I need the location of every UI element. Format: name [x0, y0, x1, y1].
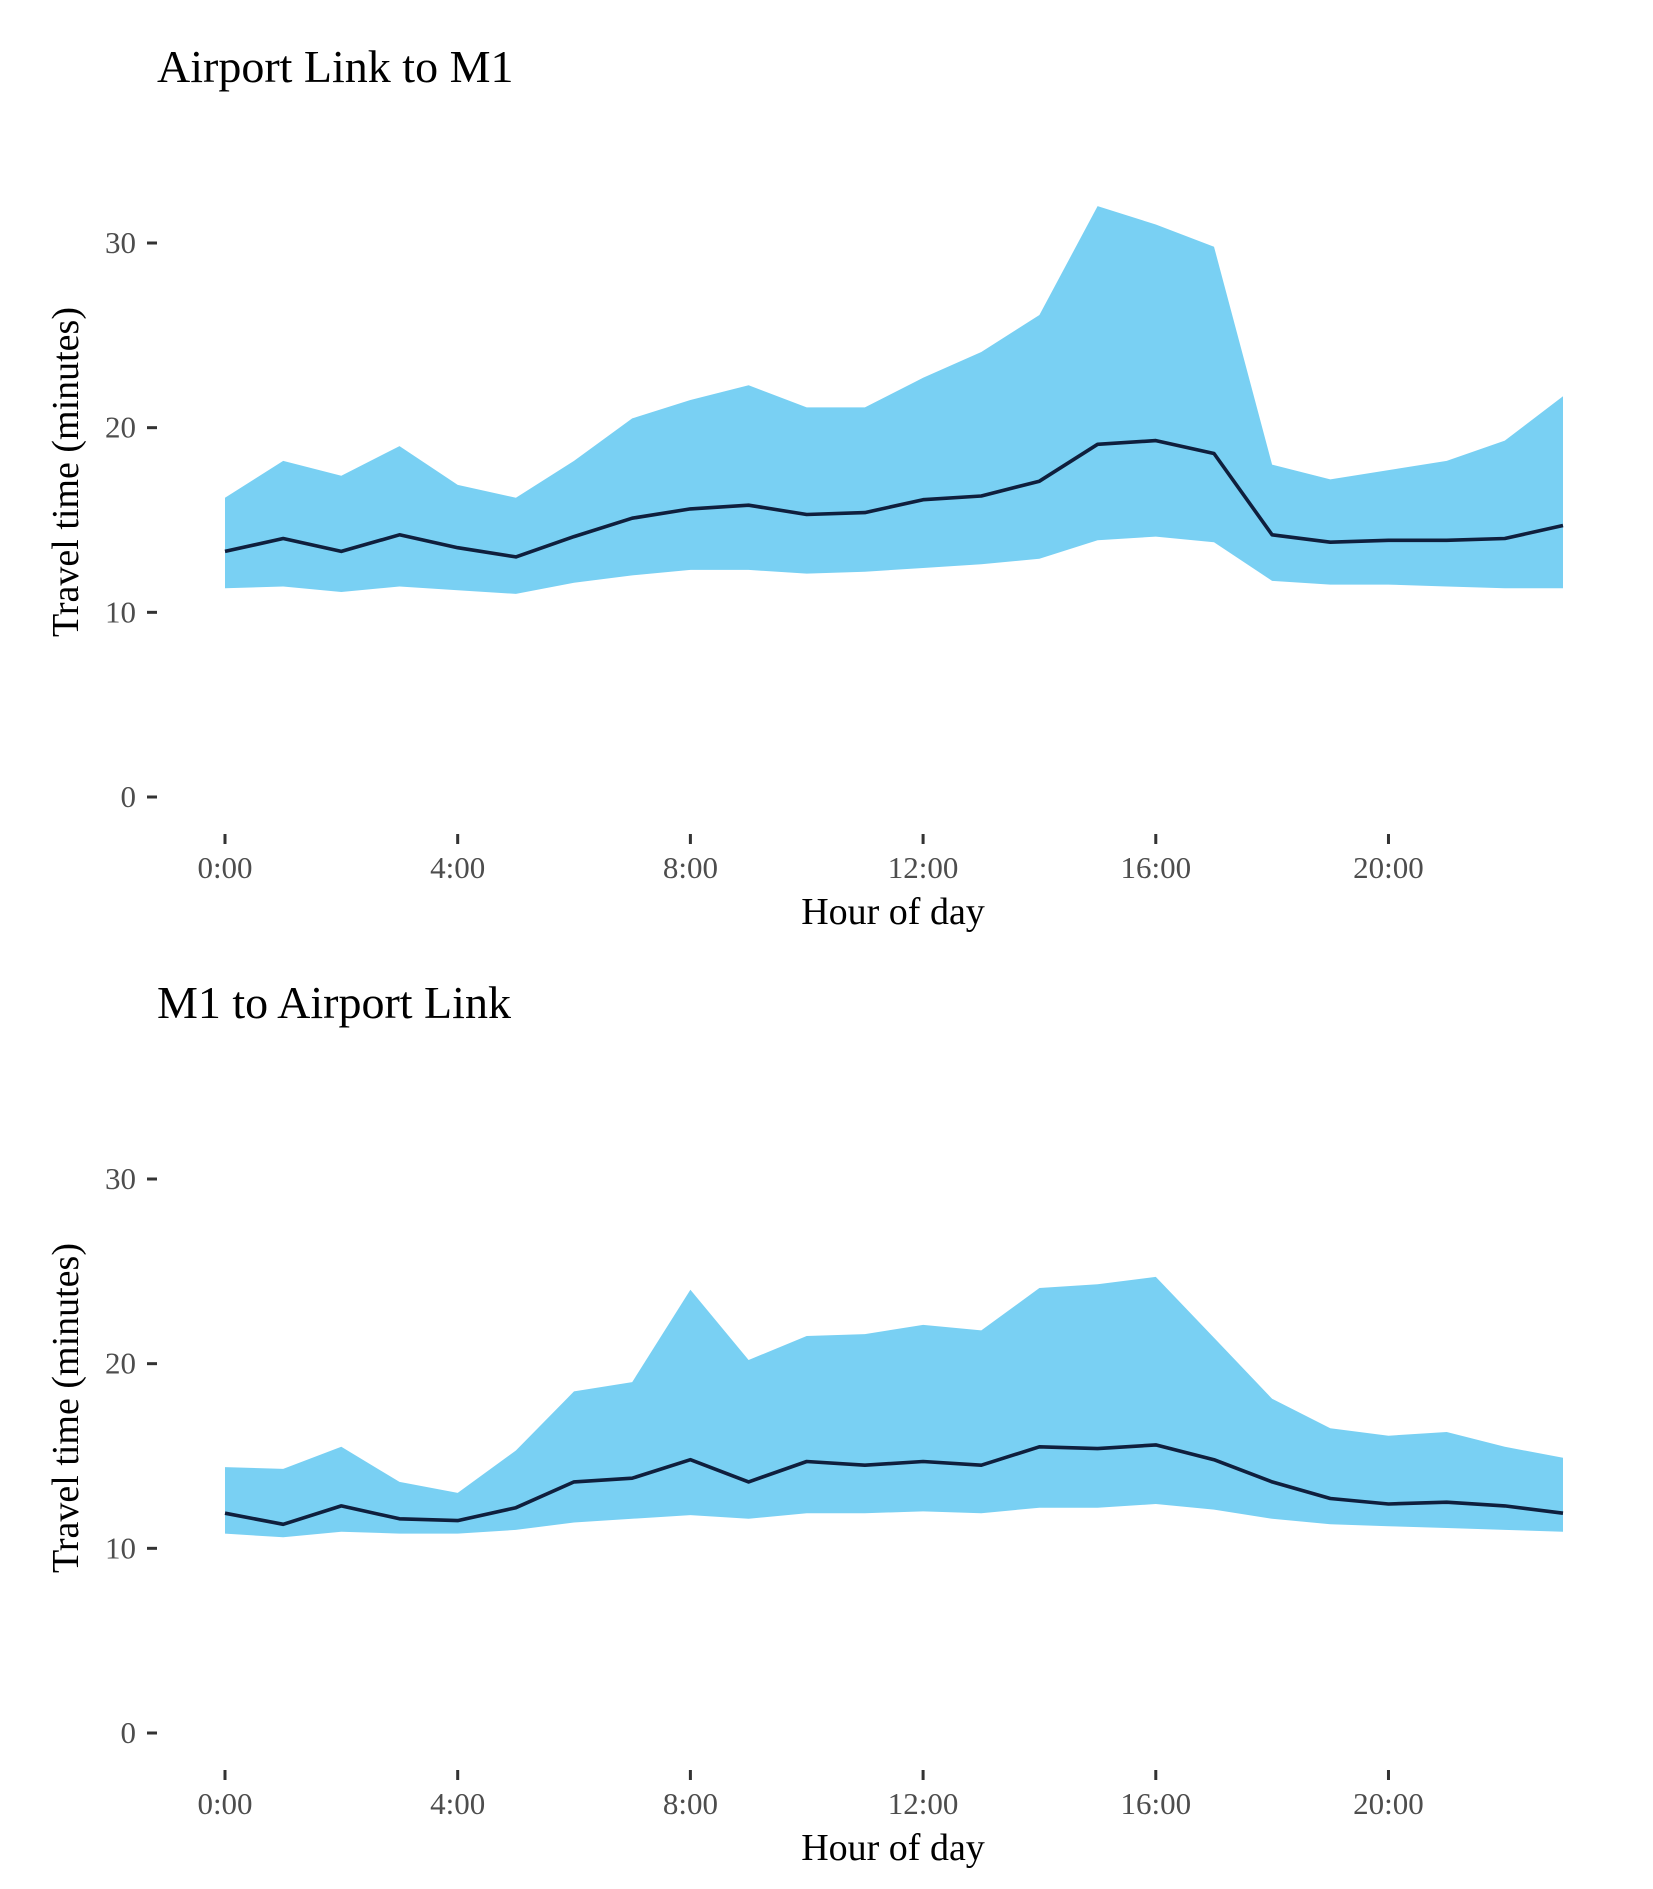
panel-1-ylabel: Travel time (minutes)	[45, 307, 87, 637]
panel-1: Airport Link to M1 Travel time (minutes)…	[45, 41, 1564, 933]
panel-2-x-tick-label-1: 4:00	[430, 1786, 485, 1821]
panel-1-xlabel: Hour of day	[801, 891, 985, 933]
panel-2-plot: 0 10 20 30 0:00 4:00 8:00 12:00 16:00 20:00	[105, 1161, 1564, 1821]
panel-2-xlabel: Hour of day	[801, 1827, 985, 1869]
panel-1-x-tick-label-0: 0:00	[197, 850, 252, 885]
panel-2-x-tick-label-4: 16:00	[1120, 1786, 1191, 1821]
panel-1-x-tick-label-2: 8:00	[663, 850, 718, 885]
panel-1-y-tick-label-10: 10	[105, 594, 136, 629]
panel-2-x-tick-label-3: 12:00	[888, 1786, 959, 1821]
panel-1-x-tick-label-4: 16:00	[1120, 850, 1191, 885]
panel-1-y-tick-label-30: 30	[105, 225, 136, 260]
panel-2-x-tick-label-5: 20:00	[1353, 1786, 1424, 1821]
panel-2-title: M1 to Airport Link	[157, 977, 511, 1028]
panel-1-y-tick-label-20: 20	[105, 410, 136, 445]
panel-1-plot: 0 10 20 30 0:00 4:00 8:00 12:00 16:00 20:00	[105, 206, 1564, 885]
panel-1-title: Airport Link to M1	[157, 41, 513, 92]
panel-1-y-tick-label-0: 0	[121, 779, 137, 814]
panel-1-x-tick-label-3: 12:00	[888, 850, 959, 885]
panel-1-x-tick-label-5: 20:00	[1353, 850, 1424, 885]
panel-2-ylabel: Travel time (minutes)	[45, 1243, 87, 1573]
panel-2-x-tick-label-0: 0:00	[197, 1786, 252, 1821]
panel-2-y-tick-label-0: 0	[121, 1715, 137, 1750]
panel-2-x-tick-label-2: 8:00	[663, 1786, 718, 1821]
panel-2-range-band	[225, 1276, 1563, 1538]
panel-2: M1 to Airport Link Travel time (minutes)…	[45, 977, 1564, 1869]
panel-2-y-tick-label-10: 10	[105, 1530, 136, 1565]
panel-1-x-tick-label-1: 4:00	[430, 850, 485, 885]
panel-2-y-tick-label-30: 30	[105, 1161, 136, 1196]
panel-2-y-tick-label-20: 20	[105, 1346, 136, 1381]
panel-1-range-band	[225, 206, 1563, 594]
panel-2-median-line	[224, 1443, 1564, 1527]
panel-1-median-line	[224, 438, 1564, 559]
